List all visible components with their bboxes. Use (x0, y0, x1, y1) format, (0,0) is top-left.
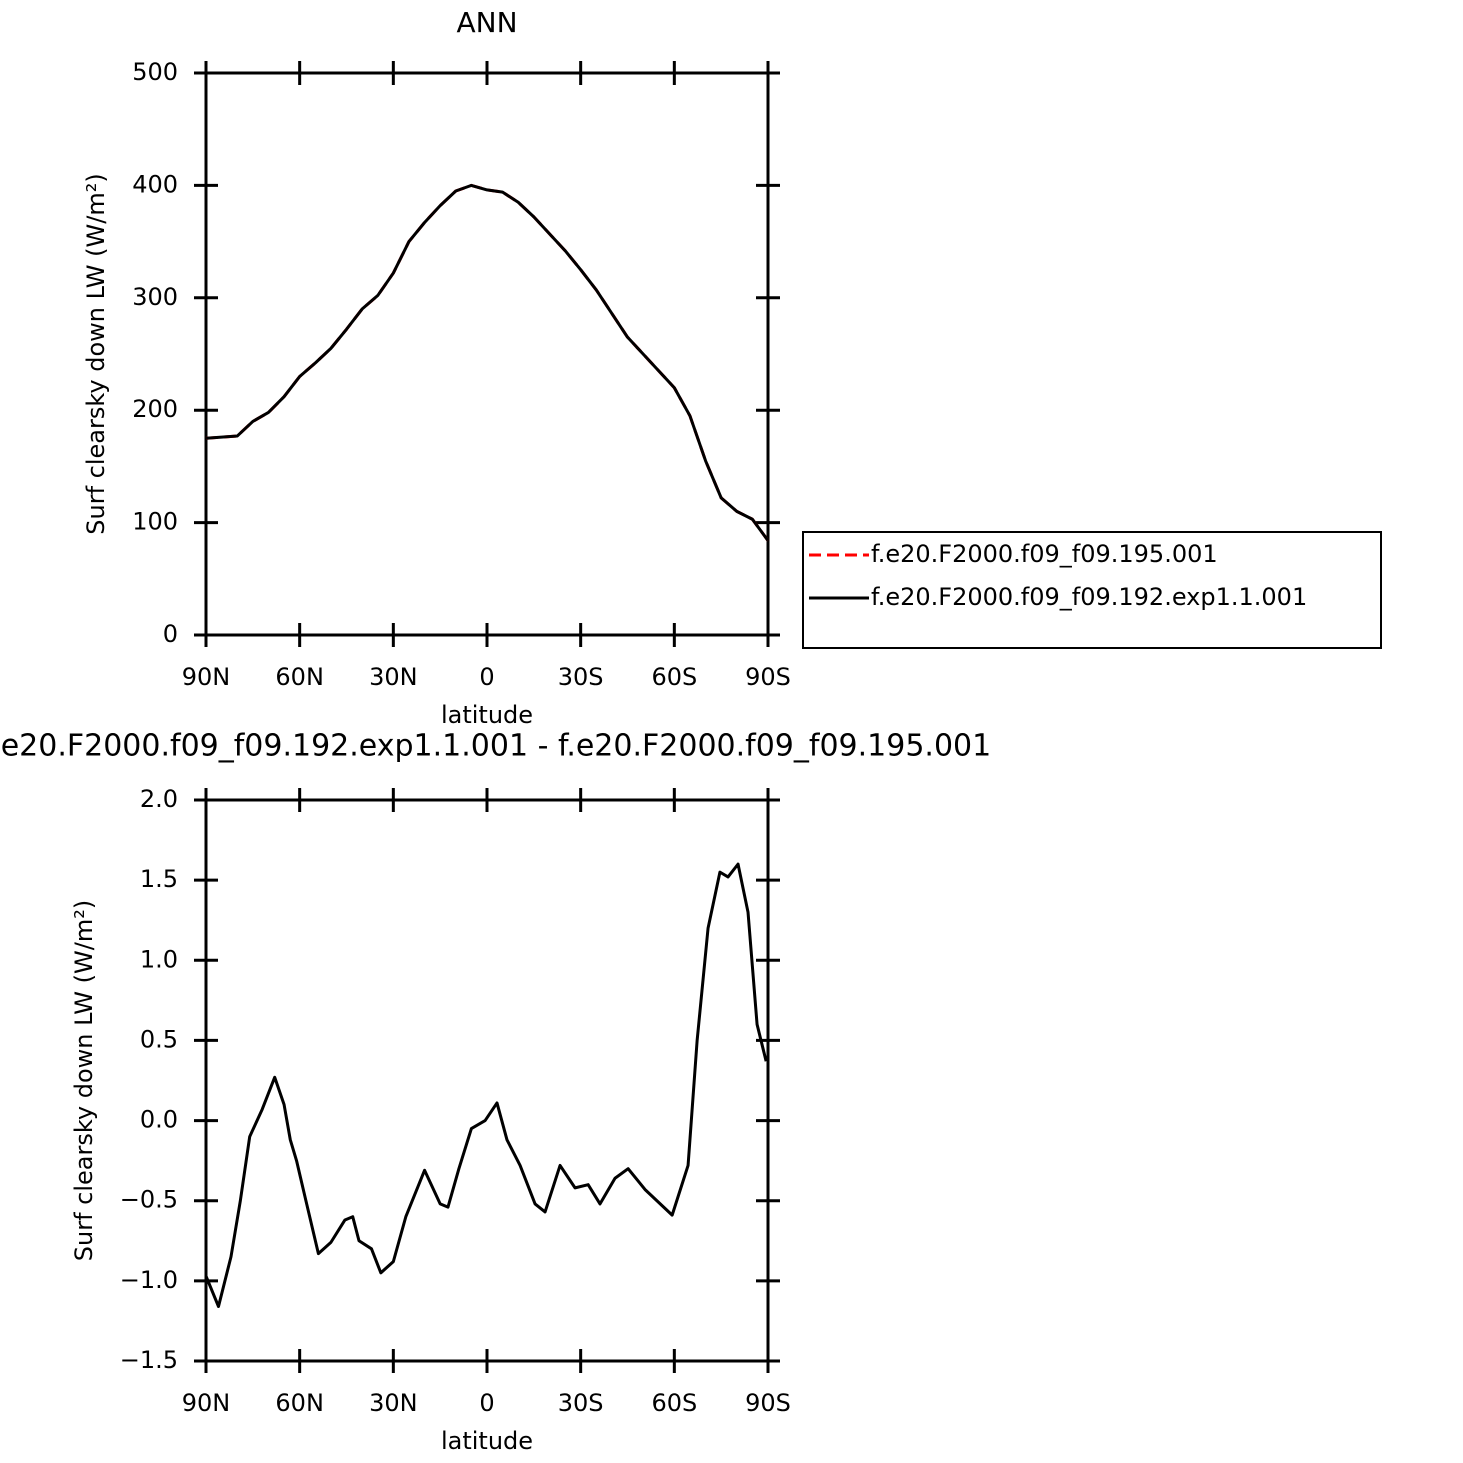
x-tick-label: 90S (745, 663, 791, 691)
y-tick-label: 100 (132, 508, 178, 536)
x-tick-label: 30S (558, 663, 604, 691)
y-tick-label: 1.5 (140, 865, 178, 893)
y-tick-label: −1.0 (120, 1266, 178, 1294)
y-tick-label: 1.0 (140, 945, 178, 973)
y-tick-label: 400 (132, 170, 178, 198)
y-tick-label: 0.0 (140, 1106, 178, 1134)
x-axis-label: latitude (441, 701, 533, 729)
y-tick-label: −0.5 (120, 1186, 178, 1214)
y-tick-label: 2.0 (140, 785, 178, 813)
x-tick-label: 90S (745, 1389, 791, 1417)
x-tick-label: 60N (275, 1389, 324, 1417)
chart-title: ANN (456, 6, 517, 39)
x-tick-label: 60S (651, 1389, 697, 1417)
x-tick-label: 90N (182, 663, 231, 691)
y-axis-label: Surf clearsky down LW (W/m²) (82, 173, 110, 534)
x-tick-label: 90N (182, 1389, 231, 1417)
x-tick-label: 30N (369, 1389, 418, 1417)
y-axis-label: Surf clearsky down LW (W/m²) (70, 900, 98, 1261)
x-tick-label: 30N (369, 663, 418, 691)
data-line (205, 183, 770, 542)
y-tick-label: 0.5 (140, 1025, 178, 1053)
y-tick-label: −1.5 (120, 1346, 178, 1374)
x-tick-label: 30S (558, 1389, 604, 1417)
x-axis-label: latitude (441, 1427, 533, 1455)
plot-frame (204, 71, 770, 637)
plot-frame (204, 798, 770, 1363)
y-tick-label: 200 (132, 395, 178, 423)
legend-label: f.e20.F2000.f09_f09.192.exp1.1.001 (871, 583, 1307, 611)
y-tick-label: 500 (132, 58, 178, 86)
x-tick-label: 0 (479, 1389, 494, 1417)
chart-title: f.e20.F2000.f09_f09.192.exp1.1.001 - f.e… (0, 729, 991, 764)
x-tick-label: 60S (651, 663, 697, 691)
data-line (204, 862, 768, 1308)
y-tick-label: 0 (163, 620, 178, 648)
legend-box (802, 531, 1382, 649)
data-line (205, 183, 770, 542)
x-tick-label: 0 (479, 663, 494, 691)
x-tick-label: 60N (275, 663, 324, 691)
legend-label: f.e20.F2000.f09_f09.195.001 (871, 540, 1218, 568)
y-tick-label: 300 (132, 283, 178, 311)
